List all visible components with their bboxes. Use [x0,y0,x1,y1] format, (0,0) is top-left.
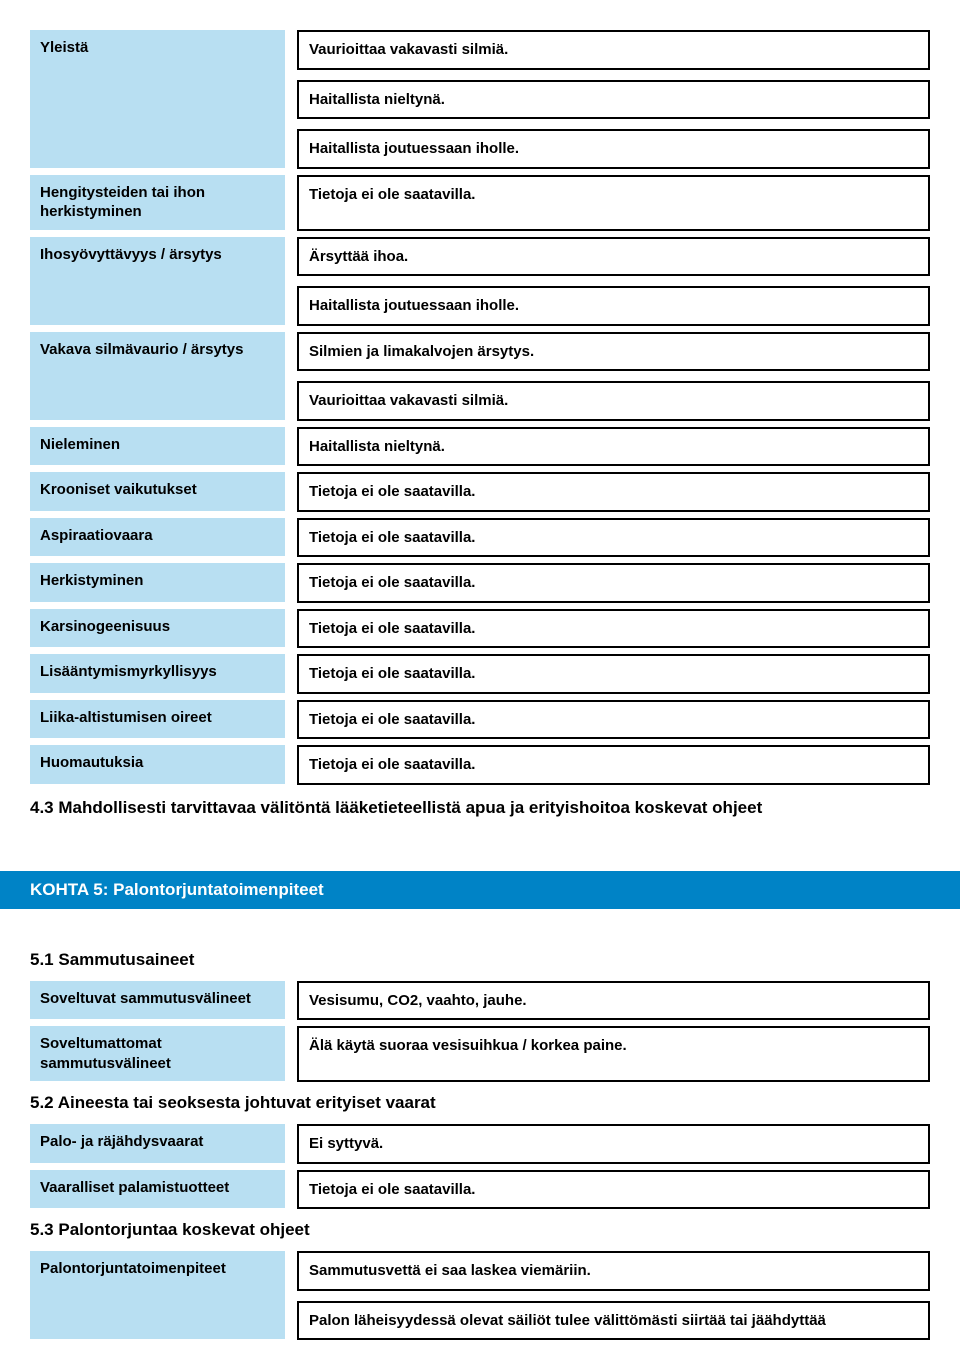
label-lisaantymismyrkyllisyys: Lisääntymismyrkyllisyys [30,654,285,694]
label-ihosyovyttavyys: Ihosyövyttävyys / ärsytys [30,237,285,326]
value-cell: Vesisumu, CO2, vaahto, jauhe. [297,981,930,1021]
heading-5-2: 5.2 Aineesta tai seoksesta johtuvat erit… [30,1092,930,1114]
row-vaaralliset-palamistuotteet: Vaaralliset palamistuotteet Tietoja ei o… [30,1170,930,1210]
heading-4-3: 4.3 Mahdollisesti tarvittavaa välitöntä … [30,797,930,819]
label-nieleminen: Nieleminen [30,427,285,467]
value-cell: Haitallista joutuessaan iholle. [297,129,930,169]
label-huomautuksia: Huomautuksia [30,745,285,785]
value-cell: Ärsyttää ihoa. [297,237,930,277]
heading-5-1: 5.1 Sammutusaineet [30,949,930,971]
value-cell: Tietoja ei ole saatavilla. [297,700,930,740]
row-silmavaurio: Vakava silmävaurio / ärsytys Silmien ja … [30,332,930,421]
label-karsinogeenisuus: Karsinogeenisuus [30,609,285,649]
value-cell: Haitallista joutuessaan iholle. [297,286,930,326]
kohta-5-bar: KOHTA 5: Palontorjuntatoimenpiteet [0,871,960,909]
value-cell: Tietoja ei ole saatavilla. [297,518,930,558]
row-soveltumattomat-sammutus: Soveltumattomat sammutusvälineet Älä käy… [30,1026,930,1082]
row-soveltuvat-sammutus: Soveltuvat sammutusvälineet Vesisumu, CO… [30,981,930,1021]
row-krooniset: Krooniset vaikutukset Tietoja ei ole saa… [30,472,930,512]
value-cell: Sammutusvettä ei saa laskea viemäriin. [297,1251,930,1291]
value-cell: Tietoja ei ole saatavilla. [297,609,930,649]
value-cell: Vaurioittaa vakavasti silmiä. [297,381,930,421]
value-cell: Tietoja ei ole saatavilla. [297,563,930,603]
row-yleista: Yleistä Vaurioittaa vakavasti silmiä. Ha… [30,30,930,169]
label-palo-rajahdys: Palo- ja räjähdysvaarat [30,1124,285,1164]
value-cell: Haitallista nieltynä. [297,80,930,120]
label-aspiraatiovaara: Aspiraatiovaara [30,518,285,558]
label-palontorjuntatoimenpiteet: Palontorjuntatoimenpiteet [30,1251,285,1340]
label-hengitysteiden: Hengitysteiden tai ihon herkistyminen [30,175,285,231]
value-cell: Palon läheisyydessä olevat säiliöt tulee… [297,1301,930,1341]
row-liika-altistumisen: Liika-altistumisen oireet Tietoja ei ole… [30,700,930,740]
value-cell: Vaurioittaa vakavasti silmiä. [297,30,930,70]
value-cell: Tietoja ei ole saatavilla. [297,175,930,231]
value-cell: Tietoja ei ole saatavilla. [297,654,930,694]
row-palontorjuntatoimenpiteet: Palontorjuntatoimenpiteet Sammutusvettä … [30,1251,930,1340]
value-cell: Älä käytä suoraa vesisuihkua / korkea pa… [297,1026,930,1082]
label-yleista: Yleistä [30,30,285,169]
value-cell: Tietoja ei ole saatavilla. [297,745,930,785]
row-aspiraatiovaara: Aspiraatiovaara Tietoja ei ole saatavill… [30,518,930,558]
row-huomautuksia: Huomautuksia Tietoja ei ole saatavilla. [30,745,930,785]
label-liika-altistumisen: Liika-altistumisen oireet [30,700,285,740]
value-cell: Ei syttyvä. [297,1124,930,1164]
row-lisaantymismyrkyllisyys: Lisääntymismyrkyllisyys Tietoja ei ole s… [30,654,930,694]
row-palo-rajahdys: Palo- ja räjähdysvaarat Ei syttyvä. [30,1124,930,1164]
value-cell: Tietoja ei ole saatavilla. [297,1170,930,1210]
row-ihosyovyttavyys: Ihosyövyttävyys / ärsytys Ärsyttää ihoa.… [30,237,930,326]
label-vaaralliset-palamistuotteet: Vaaralliset palamistuotteet [30,1170,285,1210]
label-silmavaurio: Vakava silmävaurio / ärsytys [30,332,285,421]
heading-5-3: 5.3 Palontorjuntaa koskevat ohjeet [30,1219,930,1241]
value-cell: Silmien ja limakalvojen ärsytys. [297,332,930,372]
row-herkistyminen: Herkistyminen Tietoja ei ole saatavilla. [30,563,930,603]
label-soveltumattomat-sammutus: Soveltumattomat sammutusvälineet [30,1026,285,1082]
value-cell: Haitallista nieltynä. [297,427,930,467]
label-soveltuvat-sammutus: Soveltuvat sammutusvälineet [30,981,285,1021]
row-hengitysteiden: Hengitysteiden tai ihon herkistyminen Ti… [30,175,930,231]
label-herkistyminen: Herkistyminen [30,563,285,603]
value-cell: Tietoja ei ole saatavilla. [297,472,930,512]
row-nieleminen: Nieleminen Haitallista nieltynä. [30,427,930,467]
row-karsinogeenisuus: Karsinogeenisuus Tietoja ei ole saatavil… [30,609,930,649]
label-krooniset: Krooniset vaikutukset [30,472,285,512]
